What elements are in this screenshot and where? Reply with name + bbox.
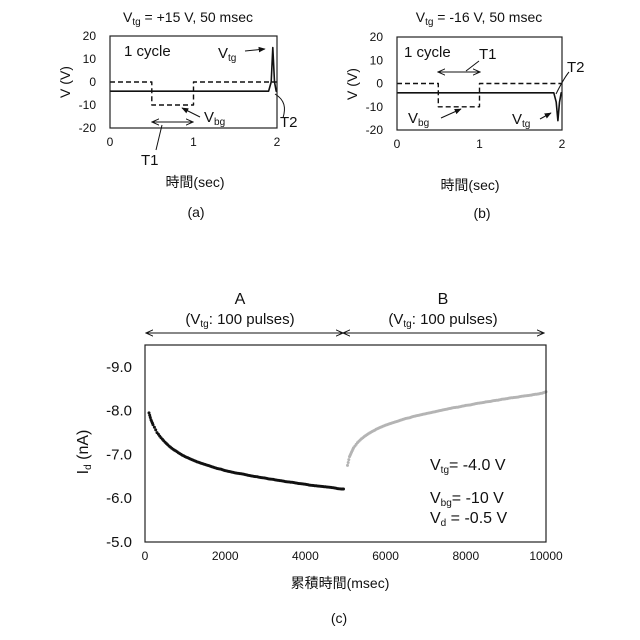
series-a-point bbox=[342, 488, 345, 491]
segment-b-label: B bbox=[438, 291, 449, 308]
panel-c-y-axis-label: Id (nA) bbox=[75, 430, 94, 475]
panel-a-x-tick-label: 2 bbox=[274, 135, 281, 149]
panel-b-vtg-arrow bbox=[540, 113, 551, 119]
panel-c-y-tick-label: -6.0 bbox=[106, 490, 132, 507]
panel-a-caption: (a) bbox=[187, 204, 204, 220]
panel-c-y-tick-label: -8.0 bbox=[106, 403, 132, 420]
series-b-point bbox=[346, 464, 349, 467]
panel-b-vtg-label: Vtg bbox=[512, 111, 530, 130]
panel-a-cycle-label: 1 cycle bbox=[124, 43, 171, 60]
series-b-point bbox=[347, 458, 350, 461]
panel-a-vtg-arrow bbox=[245, 49, 265, 51]
panel-b-y-tick-label: -10 bbox=[366, 100, 384, 114]
series-a-point bbox=[154, 428, 157, 431]
panel-c: A (Vtg: 100 pulses) B (Vtg: 100 pulses) … bbox=[75, 291, 563, 626]
panel-b-series bbox=[397, 84, 562, 121]
vbg-condition-label: Vbg= -10 V bbox=[430, 490, 504, 509]
panel-c-y-tick-label: -7.0 bbox=[106, 446, 132, 463]
panel-c-y-ticks: -5.0 -6.0 -7.0 -8.0 -9.0 bbox=[106, 359, 132, 551]
panel-b-caption: (b) bbox=[473, 205, 490, 221]
panel-a-y-tick-label: 10 bbox=[83, 52, 97, 66]
panel-b-title: Vtg = -16 V, 50 msec bbox=[416, 9, 543, 28]
panel-a-t1-pointer bbox=[156, 125, 162, 150]
panel-a-x-tick-label: 0 bbox=[107, 135, 114, 149]
panel-b-y-ticks: -20 -10 0 10 20 bbox=[366, 30, 384, 137]
segment-b-sublabel: (Vtg: 100 pulses) bbox=[388, 311, 497, 330]
panel-b-vbg-line bbox=[397, 84, 562, 107]
panel-a-x-tick-label: 1 bbox=[190, 135, 197, 149]
panel-b-x-axis-label: 時間(sec) bbox=[440, 177, 499, 193]
panel-b-vbg-arrow bbox=[441, 109, 461, 118]
panel-b-y-tick-label: 20 bbox=[370, 30, 384, 44]
panel-a-t2-label: T2 bbox=[280, 114, 298, 131]
panel-c-x-tick-label: 2000 bbox=[212, 549, 239, 563]
panel-a-t1-label: T1 bbox=[141, 152, 159, 169]
panel-a-y-tick-label: -20 bbox=[79, 121, 97, 135]
vtg-condition-label: Vtg= -4.0 V bbox=[430, 457, 506, 476]
series-a-points bbox=[148, 411, 346, 490]
panel-b-t1-pointer bbox=[466, 61, 479, 71]
panel-b: Vtg = -16 V, 50 msec -20 -10 0 10 20 0 1 2 V (… bbox=[344, 9, 585, 221]
panel-a-vtg-label: Vtg bbox=[218, 45, 236, 64]
panel-a-vbg-label: Vbg bbox=[204, 109, 225, 128]
panel-c-caption: (c) bbox=[331, 610, 347, 626]
panel-b-t2-label: T2 bbox=[567, 59, 585, 76]
panel-b-x-tick-label: 0 bbox=[394, 137, 401, 151]
panel-b-y-axis-label: V (V) bbox=[344, 68, 360, 100]
panel-b-x-tick-label: 1 bbox=[476, 137, 483, 151]
panel-a-y-axis-label: V (V) bbox=[57, 66, 73, 98]
panel-c-x-tick-label: 8000 bbox=[452, 549, 479, 563]
panel-b-t1-label: T1 bbox=[479, 46, 497, 63]
segment-a-label: A bbox=[235, 291, 246, 308]
series-b-point bbox=[347, 461, 350, 464]
series-a-point bbox=[152, 423, 155, 426]
panel-c-x-axis-label: 累積時間(msec) bbox=[291, 575, 390, 591]
vd-condition-label: Vd = -0.5 V bbox=[430, 510, 507, 529]
panel-a-title: Vtg = +15 V, 50 msec bbox=[123, 9, 253, 28]
panel-a-vbg-line bbox=[110, 82, 277, 105]
panel-c-x-tick-label: 10000 bbox=[529, 549, 563, 563]
panel-b-x-tick-label: 2 bbox=[559, 137, 566, 151]
panel-b-x-ticks: 0 1 2 bbox=[394, 137, 566, 151]
panel-a-y-tick-label: -10 bbox=[79, 98, 97, 112]
panel-b-vbg-label: Vbg bbox=[408, 110, 429, 129]
panel-c-series bbox=[148, 390, 548, 490]
panel-b-y-tick-label: -20 bbox=[366, 123, 384, 137]
panel-a-x-axis-label: 時間(sec) bbox=[165, 174, 224, 190]
panel-c-y-tick-label: -5.0 bbox=[106, 534, 132, 551]
panel-b-y-tick-label: 10 bbox=[370, 53, 384, 67]
panel-a-y-tick-label: 0 bbox=[89, 75, 96, 89]
panel-a: Vtg = +15 V, 50 msec -20 -10 0 10 20 0 1 2 V (… bbox=[57, 9, 298, 220]
panel-a-y-tick-label: 20 bbox=[83, 29, 97, 43]
panel-b-cycle-label: 1 cycle bbox=[404, 44, 451, 61]
panel-c-x-tick-label: 6000 bbox=[372, 549, 399, 563]
panel-c-x-tick-label: 4000 bbox=[292, 549, 319, 563]
panel-c-x-ticks: 0 2000 4000 6000 8000 10000 bbox=[142, 549, 563, 563]
panel-a-y-ticks: -20 -10 0 10 20 bbox=[79, 29, 97, 135]
panel-a-x-ticks: 0 1 2 bbox=[107, 135, 281, 149]
panel-c-x-tick-label: 0 bbox=[142, 549, 149, 563]
series-b-points bbox=[346, 390, 548, 467]
series-a-point bbox=[153, 426, 156, 429]
panel-b-y-tick-label: 0 bbox=[376, 77, 383, 91]
panel-c-y-tick-label: -9.0 bbox=[106, 359, 132, 376]
panel-a-vbg-arrow bbox=[182, 108, 200, 117]
segment-a-sublabel: (Vtg: 100 pulses) bbox=[185, 311, 294, 330]
